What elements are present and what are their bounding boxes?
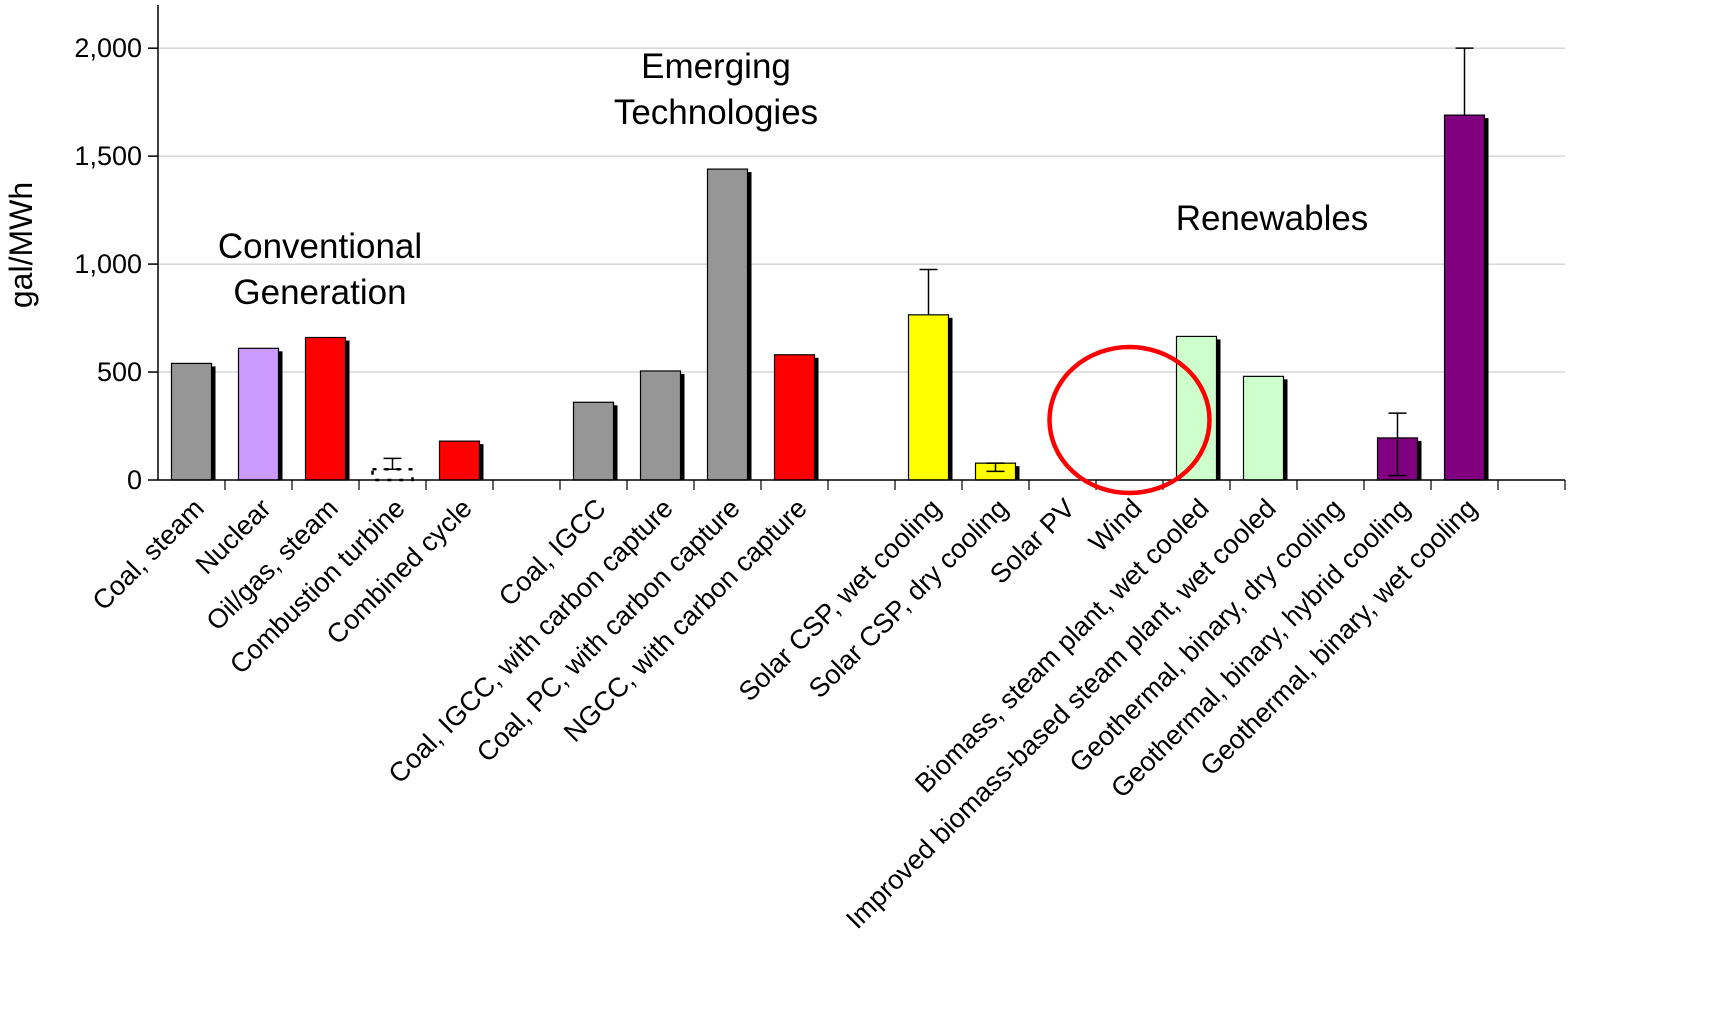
bar — [170, 362, 213, 481]
bar — [1242, 375, 1285, 481]
bar — [438, 440, 481, 481]
bars — [170, 114, 1489, 482]
group-annotation: Renewables — [1176, 199, 1369, 238]
x-tick-label: Coal, steam — [87, 493, 210, 616]
bar — [371, 467, 414, 482]
group-annotation: Conventional — [218, 227, 422, 266]
highlight-circle — [1047, 344, 1212, 496]
bar — [639, 370, 682, 481]
bar — [773, 354, 816, 481]
highlight — [1047, 344, 1212, 496]
error-bars — [383, 47, 1474, 477]
y-ticks: 0 500 1,000 1,500 2,000 — [74, 33, 158, 495]
y-tick-label: 1,500 — [74, 141, 142, 171]
y-tick-label: 0 — [127, 465, 142, 495]
group-annotation: Generation — [233, 273, 406, 312]
y-tick-label: 1,000 — [74, 249, 142, 279]
x-ticks — [224, 480, 1566, 490]
bar — [237, 347, 280, 481]
annotations: Conventional Generation Emerging Technologi… — [218, 47, 1368, 312]
bar — [907, 314, 950, 481]
x-tick-label: Coal, PC, with carbon capture — [471, 493, 746, 768]
bar — [1443, 114, 1486, 481]
y-tick-label: 500 — [97, 357, 142, 387]
bar — [706, 168, 749, 481]
y-axis-title: gal/MWh — [3, 182, 39, 308]
group-annotation: Technologies — [614, 93, 818, 132]
bar — [304, 336, 347, 481]
group-annotation: Emerging — [641, 47, 791, 86]
gridlines — [158, 47, 1565, 373]
y-tick-label: 2,000 — [74, 33, 142, 63]
bar — [572, 401, 615, 481]
